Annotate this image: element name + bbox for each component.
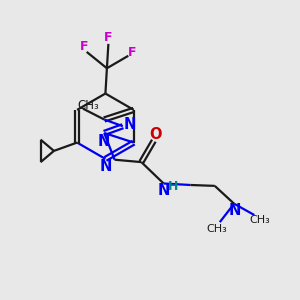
Text: CH₃: CH₃ bbox=[250, 215, 271, 225]
Text: N: N bbox=[99, 159, 112, 174]
Text: CH₃: CH₃ bbox=[77, 99, 99, 112]
Text: N: N bbox=[229, 203, 241, 218]
Text: H: H bbox=[168, 180, 178, 193]
Text: N: N bbox=[123, 117, 136, 132]
Text: N: N bbox=[98, 134, 110, 149]
Text: O: O bbox=[149, 127, 162, 142]
Text: F: F bbox=[80, 40, 89, 53]
Text: F: F bbox=[104, 31, 112, 44]
Text: F: F bbox=[128, 46, 136, 59]
Text: N: N bbox=[158, 182, 170, 197]
Text: CH₃: CH₃ bbox=[206, 224, 227, 234]
